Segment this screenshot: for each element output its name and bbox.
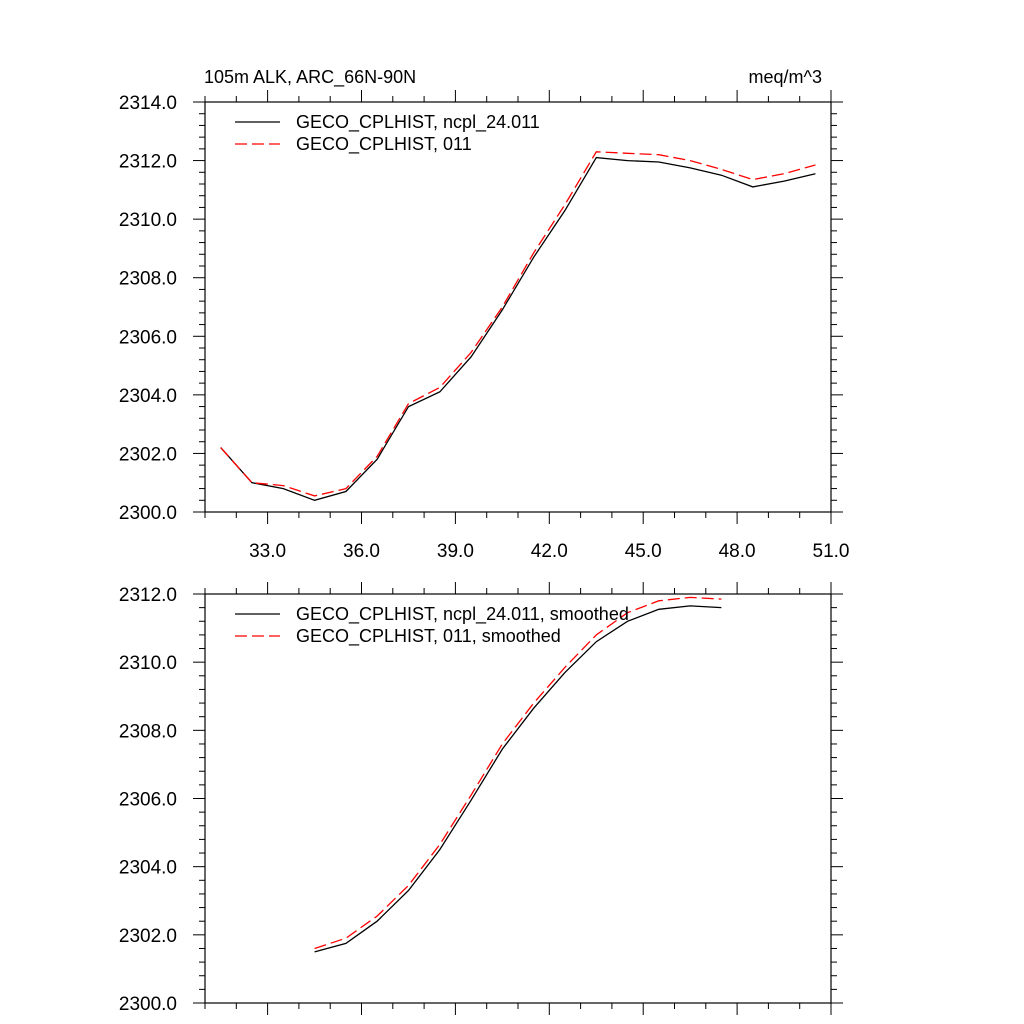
y-tick-label: 2308.0 [119,269,177,290]
y-tick-label: 2304.0 [119,858,177,879]
legend-label-1: GECO_CPLHIST, ncpl_24.011, smoothed [296,604,629,625]
y-tick-label: 2302.0 [119,444,177,465]
x-tick-label: 45.0 [625,541,662,562]
chart-units: meq/m^3 [749,67,822,87]
plot-frame [204,593,832,1004]
series-line-2 [314,596,722,950]
series-line-2 [220,151,816,497]
y-tick-label: 2308.0 [119,721,177,742]
series-line-1 [220,156,816,501]
y-tick-label: 2312.0 [119,152,177,173]
x-tick-label: 36.0 [343,541,380,562]
chart-title: 105m ALK, ARC_66N-90N [204,67,416,88]
legend-label-2: GECO_CPLHIST, 011 [296,134,472,155]
legend-label-2: GECO_CPLHIST, 011, smoothed [296,626,561,647]
y-tick-label: 2310.0 [119,653,177,674]
y-tick-label: 2312.0 [119,585,177,606]
y-tick-label: 2310.0 [119,210,177,231]
y-tick-label: 2314.0 [119,93,177,114]
bottom-panel: 2300.0 2302.0 2304.0 2306.0 2308.0 2310.0 2312… [119,582,843,1015]
x-tick-label: 51.0 [813,541,850,562]
y-tick-label: 2300.0 [119,994,177,1015]
x-tick-label: 48.0 [719,541,756,562]
y-tick-label: 2300.0 [119,503,177,524]
x-tick-label: 39.0 [437,541,474,562]
legend-label-1: GECO_CPLHIST, ncpl_24.011 [296,112,540,133]
series-line-1 [314,605,722,953]
y-tick-label: 2304.0 [119,386,177,407]
y-tick-label: 2306.0 [119,327,177,348]
x-tick-label: 33.0 [249,541,286,562]
top-panel: 2300.0 2302.0 2304.0 2306.0 2308.0 2310.0 2312… [119,90,850,562]
plot-frame [204,101,832,513]
x-tick-label: 42.0 [531,541,568,562]
y-tick-label: 2302.0 [119,926,177,947]
y-tick-label: 2306.0 [119,790,177,811]
